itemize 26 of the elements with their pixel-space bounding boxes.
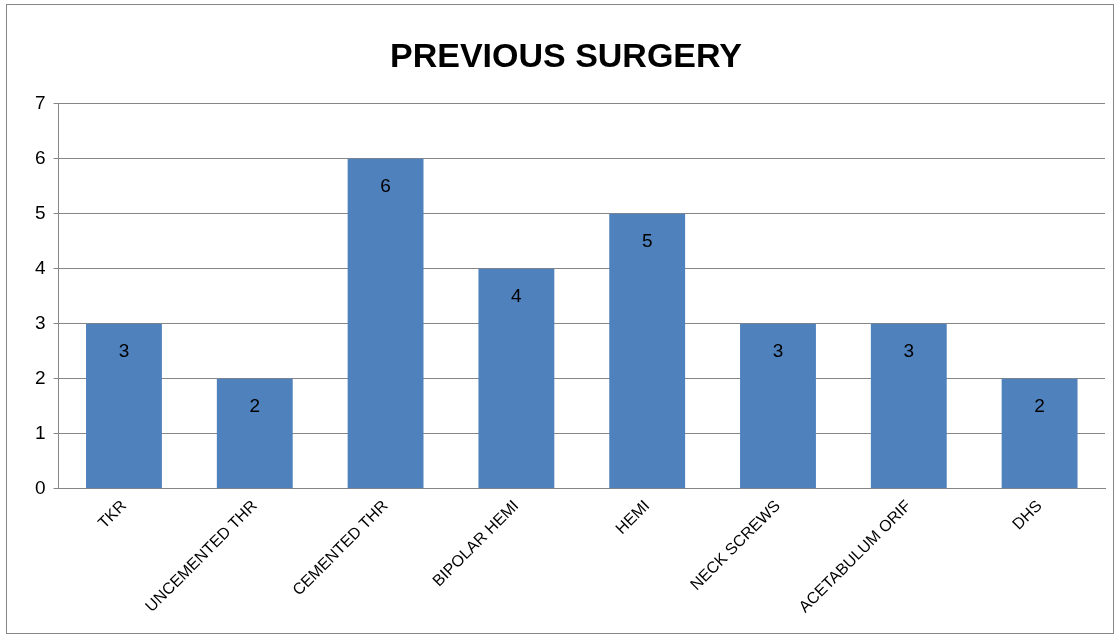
bar [86, 323, 162, 489]
bar [1001, 378, 1078, 489]
bar [216, 378, 293, 489]
y-tick-label: 3 [34, 312, 46, 334]
data-label: 5 [641, 230, 653, 252]
bar [347, 158, 424, 489]
bar [870, 323, 947, 489]
data-label: 3 [903, 340, 915, 362]
y-tick-label: 2 [34, 367, 46, 389]
data-label: 3 [772, 340, 784, 362]
bar [609, 213, 686, 489]
y-tick-label: 1 [34, 422, 46, 444]
data-label: 2 [1034, 395, 1045, 417]
data-label: 4 [511, 285, 523, 307]
bar [478, 268, 555, 489]
y-tick-label: 6 [34, 147, 46, 169]
data-label: 2 [249, 395, 261, 417]
y-tick-label: 5 [34, 202, 46, 224]
y-tick-label: 0 [34, 477, 46, 499]
y-tick-label: 4 [34, 257, 46, 279]
bar [740, 323, 816, 489]
data-label: 3 [118, 340, 130, 362]
y-tick-label: 7 [34, 92, 46, 114]
chart-title: PREVIOUS SURGERY [389, 35, 743, 74]
data-label: 6 [380, 175, 391, 197]
x-tick-label: TKR [94, 496, 130, 532]
